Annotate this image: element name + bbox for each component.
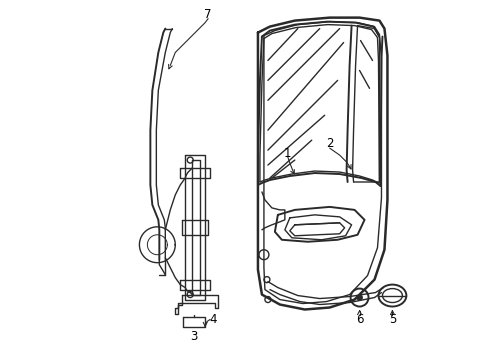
Text: 7: 7 <box>204 8 211 21</box>
Text: 5: 5 <box>388 313 395 326</box>
Text: 2: 2 <box>325 137 333 150</box>
Text: 4: 4 <box>209 313 217 326</box>
Text: 1: 1 <box>284 147 291 159</box>
Text: 3: 3 <box>190 330 198 343</box>
Circle shape <box>356 294 362 301</box>
Text: 6: 6 <box>355 313 363 326</box>
